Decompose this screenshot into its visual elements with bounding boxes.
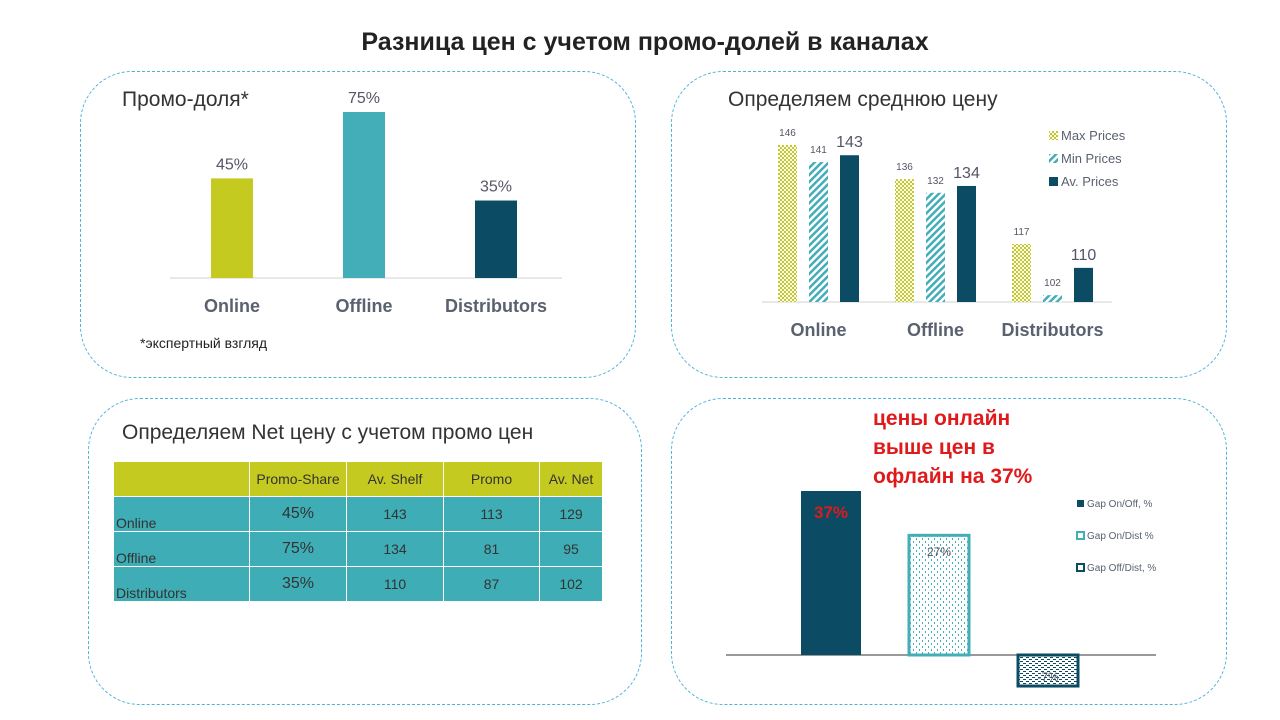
data-label: -7% xyxy=(1037,670,1059,684)
net-price-panel xyxy=(88,398,642,705)
row-name: Distributors xyxy=(113,566,250,602)
expert-footnote: *экспертный взгляд xyxy=(140,335,268,351)
legend-label: Max Prices xyxy=(1061,128,1126,143)
category-label: Offline xyxy=(907,320,964,340)
bar-gap-on-dist- xyxy=(907,533,971,657)
bar-max-prices xyxy=(895,179,914,302)
data-label: 132 xyxy=(927,176,944,187)
promo-share-cell: 35% xyxy=(249,566,347,602)
bar-online xyxy=(211,178,253,278)
table-header-cell: Promo xyxy=(443,461,540,497)
bar-av-prices xyxy=(1074,267,1093,302)
promo-share-cell: 75% xyxy=(249,531,347,567)
average-price-panel xyxy=(671,71,1227,378)
page-title: Разница цен с учетом промо-долей в канал… xyxy=(361,28,929,56)
promo-price-cell: 81 xyxy=(443,531,540,567)
bar-max-prices xyxy=(778,145,797,302)
row-name: Online xyxy=(113,496,250,532)
legend-label: Gap On/Off, % xyxy=(1087,499,1153,510)
bar-min-prices xyxy=(926,192,945,302)
row-name: Offline xyxy=(113,531,250,567)
net-price-cell: 102 xyxy=(539,566,603,602)
table-header-cell: Av. Shelf xyxy=(346,461,444,497)
promo-price-cell: 113 xyxy=(443,496,540,532)
legend-label: Min Prices xyxy=(1061,151,1122,166)
bar-gap-on-off- xyxy=(801,491,861,655)
shelf-price-cell: 110 xyxy=(346,566,444,602)
legend-swatch xyxy=(1076,531,1085,540)
data-label: 134 xyxy=(953,165,980,182)
category-label: Online xyxy=(790,320,846,340)
net-price-title: Определяем Net цену с учетом промо цен xyxy=(122,421,534,444)
legend-label: Gap On/Dist % xyxy=(1087,531,1154,542)
table-header-row: Promo-Share Av. Shelf Promo Av. Net xyxy=(113,461,603,497)
net-price-table: Promo-Share Av. Shelf Promo Av. Net Onli… xyxy=(113,461,603,602)
data-label: 102 xyxy=(1044,278,1061,289)
legend-swatch xyxy=(1049,177,1058,186)
category-label: Online xyxy=(204,296,260,316)
average-price-title: Определяем среднюю цену xyxy=(728,88,998,111)
category-label: Distributors xyxy=(1001,320,1103,340)
net-price-cell: 95 xyxy=(539,531,603,567)
legend-label: Av. Prices xyxy=(1061,174,1119,189)
bar-min-prices xyxy=(809,162,828,302)
promo-price-cell: 87 xyxy=(443,566,540,602)
promo-share-title: Промо-доля* xyxy=(122,88,249,111)
shelf-price-cell: 134 xyxy=(346,531,444,567)
average-price-chart: 146 141 143 Online 136 132 134 Offline 117 102 110… xyxy=(762,128,1126,340)
data-label: 75% xyxy=(348,90,380,107)
data-label: 141 xyxy=(810,145,827,156)
legend-swatch xyxy=(1049,154,1058,163)
promo-share-chart: 45% Online 75% Offline 35% Distributors xyxy=(170,90,562,316)
data-label: 27% xyxy=(927,545,951,559)
promo-share-cell: 45% xyxy=(249,496,347,532)
data-label: 136 xyxy=(896,162,913,173)
category-label: Offline xyxy=(336,296,393,316)
data-label: 143 xyxy=(836,134,863,151)
price-gap-panel xyxy=(671,398,1227,705)
online-gap-note: цены онлайн выше цен в офлайн на 37% xyxy=(873,407,1033,488)
table-header-cell xyxy=(113,461,250,497)
bar-av-prices xyxy=(957,185,976,302)
bar-min-prices xyxy=(1043,295,1062,302)
price-gap-chart: 37% 27% -7% Gap On/Off, % Gap On/Dist % Gap O… xyxy=(726,491,1156,688)
net-price-cell: 129 xyxy=(539,496,603,532)
legend-label: Gap Off/Dist, % xyxy=(1087,563,1156,574)
bar-av-prices xyxy=(840,155,859,302)
category-label: Distributors xyxy=(445,296,547,316)
bar-offline xyxy=(343,112,385,278)
bar-max-prices xyxy=(1012,243,1031,302)
data-label: 146 xyxy=(779,128,796,139)
table-header-cell: Av. Net xyxy=(539,461,603,497)
legend-swatch xyxy=(1077,500,1084,507)
table-header-cell: Promo-Share xyxy=(249,461,347,497)
data-label: 45% xyxy=(216,156,248,173)
table-row: Online 45% 143 113 129 xyxy=(113,496,603,532)
data-label: 117 xyxy=(1014,227,1030,238)
data-label: 37% xyxy=(814,503,848,522)
data-label: 35% xyxy=(480,179,512,196)
legend-swatch xyxy=(1049,131,1058,140)
bar-distributors xyxy=(475,200,517,278)
table-row: Offline 75% 134 81 95 xyxy=(113,531,603,567)
bar-gap-off-dist- xyxy=(1016,653,1080,688)
shelf-price-cell: 143 xyxy=(346,496,444,532)
table-row: Distributors 35% 110 87 102 xyxy=(113,566,603,602)
legend-swatch xyxy=(1076,563,1085,572)
data-label: 110 xyxy=(1071,247,1097,264)
promo-share-panel xyxy=(80,71,636,378)
